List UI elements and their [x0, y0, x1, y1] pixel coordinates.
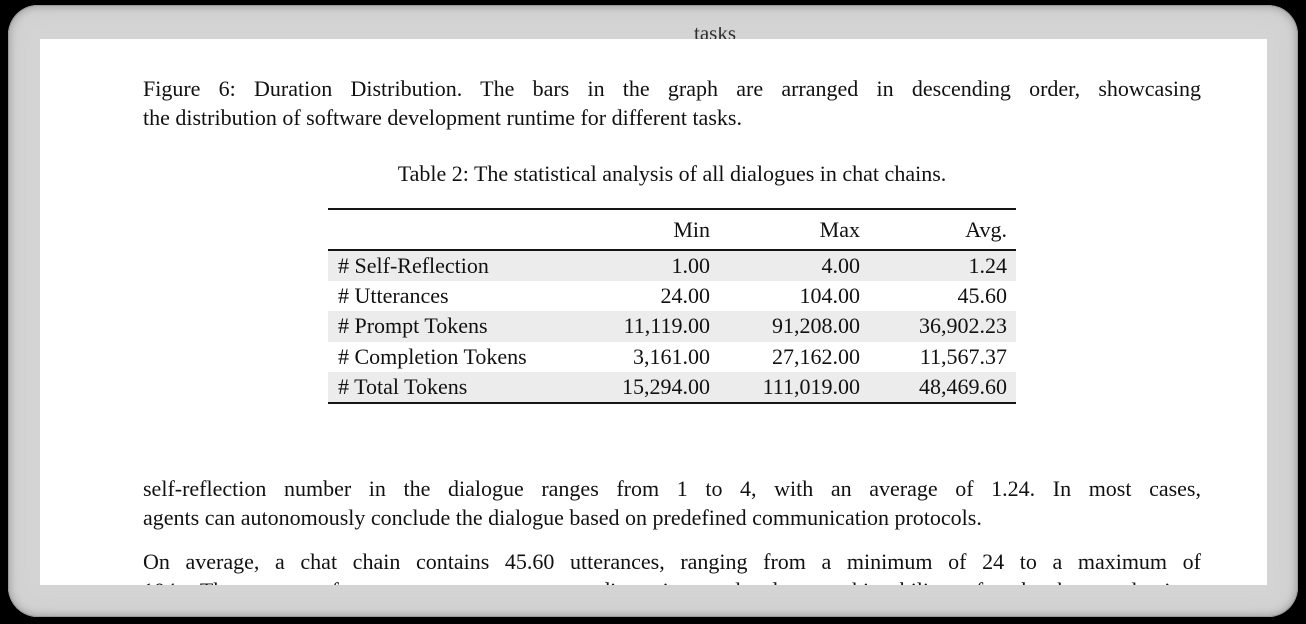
cell-avg: 1.24	[968, 252, 1008, 278]
cell-min: 3,161.00	[633, 343, 710, 369]
row-label: # Utterances	[338, 282, 449, 308]
body-paragraph-2: On average, a chat chain contains 45.60 …	[143, 547, 1201, 585]
table-header-row: Min Max Avg.	[328, 209, 1016, 251]
table-row-self-reflection: # Self-Reflection 1.00 4.00 1.24	[328, 250, 1016, 281]
figure-caption: Figure 6: Duration Distribution. The bar…	[143, 74, 1201, 132]
table-caption: Table 2: The statistical analysis of all…	[143, 159, 1201, 188]
cell-avg: 45.60	[957, 282, 1008, 308]
cell-max: 104.00	[799, 282, 861, 308]
statistics-table-container: Min Max Avg. # Self-Reflection 1.00 4.00…	[328, 208, 1016, 404]
header-cell-metric	[328, 209, 568, 251]
cell-min: 24.00	[660, 282, 711, 308]
body-paragraph-1: self-reflection number in the dialogue r…	[143, 474, 1201, 532]
table-row-utterances: # Utterances 24.00 104.00 45.60	[328, 281, 1016, 312]
clipped-figure-axis-label-text: tasks	[694, 27, 736, 41]
cell-max: 111,019.00	[762, 373, 860, 399]
paragraph-line: self-reflection number in the dialogue r…	[143, 476, 1201, 501]
figure-caption-line: Figure 6: Duration Distribution. The bar…	[143, 76, 1201, 101]
header-cell-max: Max	[710, 209, 860, 251]
row-label: # Prompt Tokens	[338, 313, 488, 339]
document-window: tasks Figure 6: Duration Distribution. T…	[8, 5, 1298, 617]
table-caption-text: Table 2: The statistical analysis of all…	[397, 161, 947, 186]
cell-min: 1.00	[671, 252, 711, 278]
cell-max: 91,208.00	[772, 313, 860, 339]
cell-avg: 48,469.60	[919, 373, 1007, 399]
row-label: # Completion Tokens	[338, 343, 527, 369]
paragraph-line: On average, a chat chain contains 45.60 …	[143, 549, 1201, 574]
row-label: # Total Tokens	[338, 373, 468, 399]
figure-caption-line: the distribution of software development…	[143, 105, 742, 130]
cell-min: 15,294.00	[622, 373, 710, 399]
header-cell-avg: Avg.	[860, 209, 1016, 251]
cell-avg: 11,567.37	[919, 343, 1007, 369]
paragraph-line-clipped: 104. The count of utterances encompasses…	[143, 576, 1201, 585]
header-cell-min: Min	[568, 209, 710, 251]
table-row-prompt-tokens: # Prompt Tokens 11,119.00 91,208.00 36,9…	[328, 311, 1016, 342]
clipped-figure-axis-label: tasks	[694, 27, 764, 41]
document-page: Figure 6: Duration Distribution. The bar…	[40, 39, 1267, 585]
cell-avg: 36,902.23	[919, 313, 1007, 339]
cell-min: 11,119.00	[623, 313, 710, 339]
table-row-completion-tokens: # Completion Tokens 3,161.00 27,162.00 1…	[328, 342, 1016, 373]
row-label: # Self-Reflection	[338, 252, 489, 278]
cell-max: 27,162.00	[772, 343, 860, 369]
cell-max: 4.00	[821, 252, 861, 278]
paragraph-line: agents can autonomously conclude the dia…	[143, 505, 982, 530]
statistics-table: Min Max Avg. # Self-Reflection 1.00 4.00…	[328, 208, 1016, 404]
table-row-total-tokens: # Total Tokens 15,294.00 111,019.00 48,4…	[328, 372, 1016, 403]
